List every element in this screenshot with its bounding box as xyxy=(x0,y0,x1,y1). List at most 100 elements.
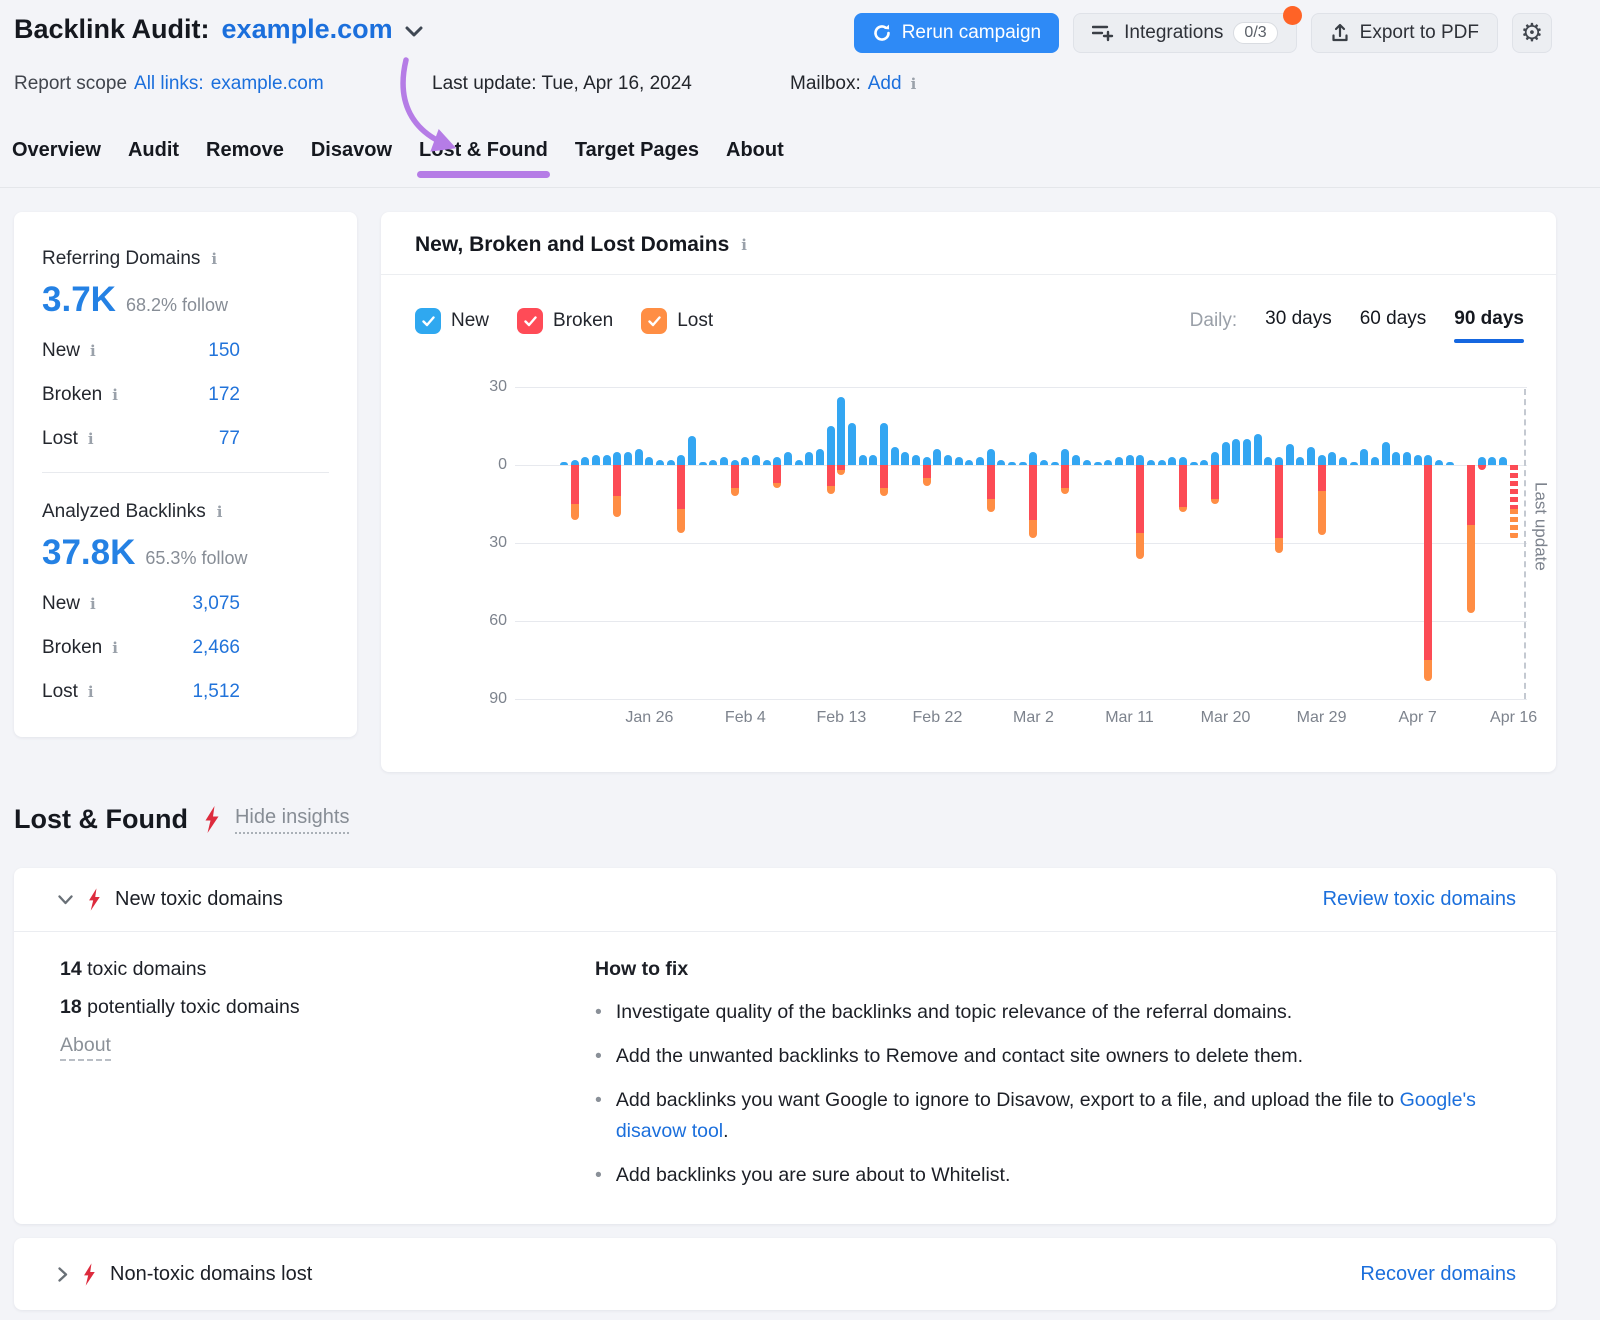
bar-day-18 xyxy=(752,454,761,465)
fix-bullet: Add backlinks you want Google to ignore … xyxy=(595,1085,1500,1147)
project-domain-selector[interactable]: example.com xyxy=(221,14,393,44)
settings-button[interactable]: ⚙ xyxy=(1512,13,1552,53)
period-selector: Daily: 30 days 60 days 90 days xyxy=(1190,308,1524,343)
period-90-days[interactable]: 90 days xyxy=(1454,308,1524,343)
tab-remove[interactable]: Remove xyxy=(206,139,284,161)
analyzed-new-count[interactable]: 3,075 xyxy=(192,593,240,614)
bar-day-40 xyxy=(986,465,995,499)
analyzed-broken-count[interactable]: 2,466 xyxy=(192,637,240,658)
recover-domains-link[interactable]: Recover domains xyxy=(1360,1262,1516,1285)
checkbox-checked-icon[interactable] xyxy=(415,308,441,334)
bar-day-34 xyxy=(922,457,931,465)
info-icon[interactable]: i xyxy=(741,236,747,254)
bar-day-15 xyxy=(720,457,729,465)
checkbox-checked-icon[interactable] xyxy=(641,308,668,334)
gridline xyxy=(515,699,1527,700)
analyzed-lost-count[interactable]: 1,512 xyxy=(192,681,240,702)
bar-day-14 xyxy=(709,459,718,465)
panel-title: Non-toxic domains lost xyxy=(110,1262,313,1285)
panel-header[interactable]: Non-toxic domains lost Recover domains xyxy=(14,1238,1556,1310)
referring-domains-title: Referring Domains i xyxy=(42,248,218,269)
scope-domain-link[interactable]: example.com xyxy=(210,73,324,94)
integrations-button[interactable]: Integrations 0/3 xyxy=(1073,6,1302,53)
chevron-down-icon[interactable] xyxy=(405,26,423,37)
referring-new-count[interactable]: 150 xyxy=(208,340,240,361)
bar-day-20 xyxy=(773,465,782,484)
bar-day-13 xyxy=(698,462,707,465)
chart-legend: New Broken Lost xyxy=(415,308,713,334)
bar-day-62 xyxy=(1221,441,1230,465)
bar-day-61 xyxy=(1210,465,1219,499)
report-scope: Report scope All links: example.com xyxy=(14,73,324,94)
bar-day-47 xyxy=(1061,465,1070,489)
info-icon[interactable]: i xyxy=(211,250,218,268)
bar-day-32 xyxy=(901,452,910,465)
bar-day-11 xyxy=(677,509,686,533)
bar-day-67 xyxy=(1274,457,1283,465)
info-icon[interactable]: i xyxy=(87,430,94,448)
bar-day-52 xyxy=(1114,457,1123,465)
review-toxic-domains-link[interactable]: Review toxic domains xyxy=(1322,888,1516,910)
tab-audit[interactable]: Audit xyxy=(127,139,180,161)
legend-new[interactable]: New xyxy=(415,308,489,334)
export-pdf-button[interactable]: Export to PDF xyxy=(1310,13,1498,53)
bar-day-5 xyxy=(613,465,622,497)
info-icon[interactable]: i xyxy=(112,386,118,404)
bar-day-58 xyxy=(1178,506,1187,512)
tab-overview[interactable]: Overview xyxy=(12,139,101,161)
bar-day-65 xyxy=(1253,433,1262,465)
info-icon[interactable]: i xyxy=(216,503,223,521)
tab-about[interactable]: About xyxy=(726,139,784,161)
checkbox-checked-icon[interactable] xyxy=(517,308,544,334)
bar-day-49 xyxy=(1082,459,1091,465)
referring-broken-count[interactable]: 172 xyxy=(208,384,240,405)
notification-dot xyxy=(1282,6,1302,25)
non-toxic-domains-panel: Non-toxic domains lost Recover domains xyxy=(14,1238,1556,1310)
info-icon[interactable]: i xyxy=(910,75,917,93)
bar-day-23 xyxy=(805,452,814,465)
legend-broken[interactable]: Broken xyxy=(517,308,613,334)
bar-day-2 xyxy=(581,457,590,465)
info-icon[interactable]: i xyxy=(112,639,118,657)
panel-header[interactable]: New toxic domains Review toxic domains xyxy=(14,868,1556,932)
bar-day-61 xyxy=(1210,498,1219,504)
all-links-link[interactable]: All links: xyxy=(134,73,204,94)
bar-day-21 xyxy=(784,452,793,465)
mailbox-add-link[interactable]: Add xyxy=(867,73,902,94)
hide-insights-link[interactable]: Hide insights xyxy=(234,806,350,834)
lightning-icon xyxy=(203,806,220,833)
stat-row-lost: Lost i 77 xyxy=(42,428,240,449)
tab-disavow[interactable]: Disavow xyxy=(310,139,393,161)
rerun-campaign-button[interactable]: Rerun campaign xyxy=(853,13,1060,53)
bar-day-74 xyxy=(1349,462,1358,465)
bar-day-71 xyxy=(1317,454,1326,465)
header-divider xyxy=(0,187,1600,188)
bar-day-22 xyxy=(794,459,803,465)
period-60-days[interactable]: 60 days xyxy=(1359,308,1427,329)
bar-day-34 xyxy=(922,478,931,486)
info-icon[interactable]: i xyxy=(90,595,96,613)
info-icon[interactable]: i xyxy=(87,683,94,701)
legend-lost[interactable]: Lost xyxy=(641,308,713,334)
tab-target-pages[interactable]: Target Pages xyxy=(574,139,699,161)
info-icon[interactable]: i xyxy=(90,342,96,360)
referring-lost-count[interactable]: 77 xyxy=(218,428,240,449)
bar-day-30 xyxy=(880,488,889,497)
chevron-down-icon[interactable] xyxy=(58,894,73,905)
bar-day-67 xyxy=(1274,465,1283,538)
period-30-days[interactable]: 30 days xyxy=(1265,308,1332,329)
bar-day-42 xyxy=(1008,462,1017,465)
bar-day-66 xyxy=(1264,457,1273,465)
x-axis-tick: Apr 7 xyxy=(1398,709,1437,726)
google-disavow-tool-link[interactable]: Google's disavow tool xyxy=(615,1089,1476,1142)
about-link[interactable]: About xyxy=(60,1034,111,1061)
page-header: Backlink Audit: example.com xyxy=(14,14,423,45)
chevron-right-icon[interactable] xyxy=(58,1266,68,1282)
bar-day-81 xyxy=(1424,660,1433,681)
x-axis-tick: Mar 11 xyxy=(1105,709,1154,726)
bar-day-7 xyxy=(634,449,643,465)
analyzed-follow-percent: 65.3% follow xyxy=(145,548,248,568)
bar-day-87 xyxy=(1488,457,1497,465)
bar-day-44 xyxy=(1029,452,1038,465)
integrations-icon xyxy=(1092,23,1114,43)
